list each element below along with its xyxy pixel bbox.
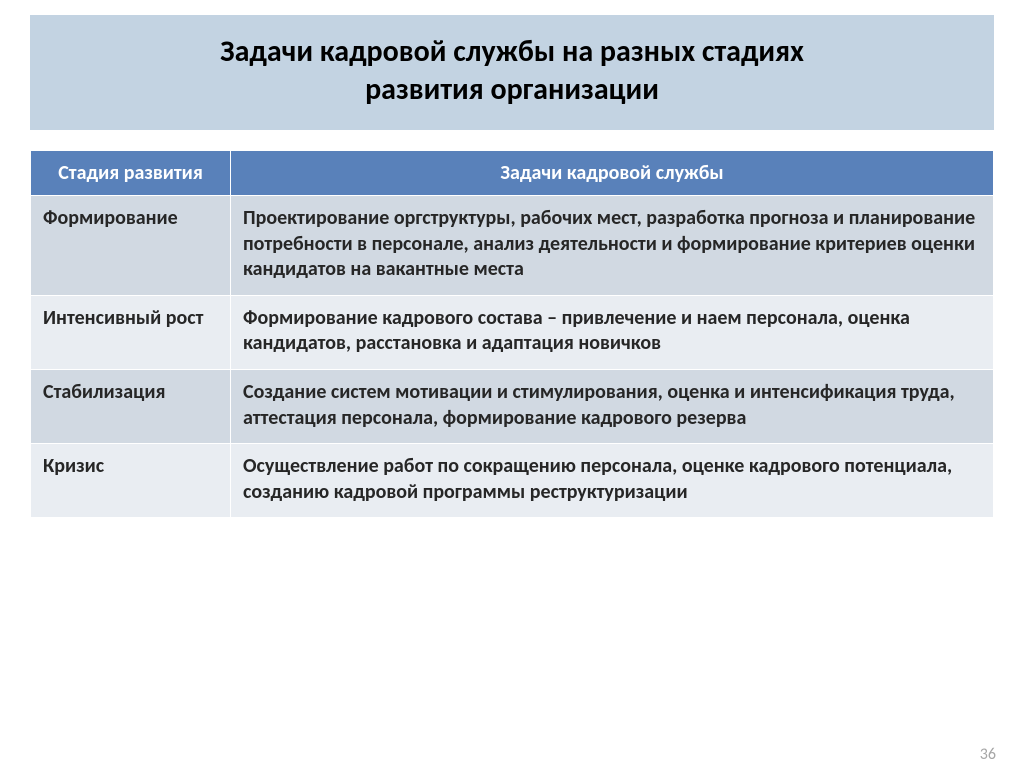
- cell-stage: Стабилизация: [31, 369, 231, 443]
- cell-stage: Кризис: [31, 444, 231, 518]
- table-row: Кризис Осуществление работ по сокращению…: [31, 444, 994, 518]
- hr-tasks-table: Стадия развития Задачи кадровой службы Ф…: [30, 150, 994, 518]
- table-row: Стабилизация Создание систем мотивации и…: [31, 369, 994, 443]
- table-header-row: Стадия развития Задачи кадровой службы: [31, 151, 994, 196]
- cell-tasks: Осуществление работ по сокращению персон…: [231, 444, 994, 518]
- cell-tasks: Создание систем мотивации и стимулирован…: [231, 369, 994, 443]
- title-line-1: Задачи кадровой службы на разных стадиях: [220, 33, 804, 70]
- table-row: Формирование Проектирование оргструктуры…: [31, 196, 994, 296]
- page-number: 36: [980, 745, 996, 764]
- cell-stage: Формирование: [31, 196, 231, 296]
- table-row: Интенсивный рост Формирование кадрового …: [31, 295, 994, 369]
- title-line-2: развития организации: [365, 71, 659, 108]
- slide-title: Задачи кадровой службы на разных стадиях…: [30, 15, 994, 130]
- cell-tasks: Формирование кадрового состава – привлеч…: [231, 295, 994, 369]
- cell-tasks: Проектирование оргструктуры, рабочих мес…: [231, 196, 994, 296]
- header-stage: Стадия развития: [31, 151, 231, 196]
- slide-title-text: Задачи кадровой службы на разных стадиях…: [50, 33, 974, 108]
- cell-stage: Интенсивный рост: [31, 295, 231, 369]
- header-tasks: Задачи кадровой службы: [231, 151, 994, 196]
